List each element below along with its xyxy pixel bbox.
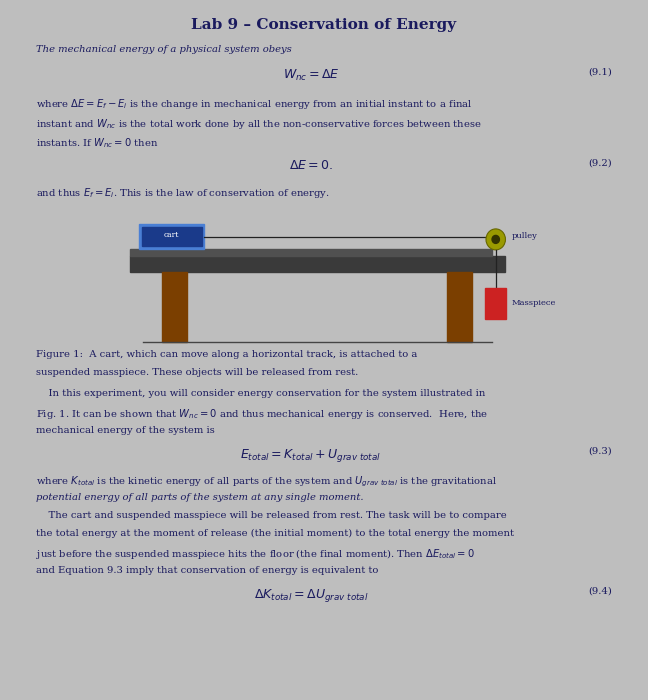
Text: In this experiment, you will consider energy conservation for the system illustr: In this experiment, you will consider en… (36, 389, 485, 398)
Text: (9.3): (9.3) (588, 447, 612, 456)
Circle shape (486, 229, 505, 250)
Text: Fig. 1. It can be shown that $W_{nc} = 0$ and thus mechanical energy is conserve: Fig. 1. It can be shown that $W_{nc} = 0… (36, 407, 488, 421)
Text: $E_{total} = K_{total} + U_{grav\ total}$: $E_{total} = K_{total} + U_{grav\ total}… (240, 447, 382, 463)
Text: Masspiece: Masspiece (511, 300, 555, 307)
Text: Figure 1:  A cart, which can move along a horizontal track, is attached to a: Figure 1: A cart, which can move along a… (36, 350, 417, 359)
Text: potential energy of all parts of the system at any single moment.: potential energy of all parts of the sys… (36, 493, 363, 502)
Bar (162, 272, 187, 342)
Text: cart: cart (164, 231, 179, 239)
Text: mechanical energy of the system is: mechanical energy of the system is (36, 426, 214, 435)
Text: (9.2): (9.2) (588, 159, 612, 168)
Bar (139, 224, 204, 249)
Text: $\Delta E = 0.$: $\Delta E = 0.$ (289, 159, 333, 172)
Text: just before the suspended masspiece hits the floor (the final moment). Then $\De: just before the suspended masspiece hits… (36, 547, 474, 561)
Text: Lab 9 – Conservation of Energy: Lab 9 – Conservation of Energy (191, 18, 457, 32)
Text: (9.4): (9.4) (588, 587, 612, 596)
Text: The cart and suspended masspiece will be released from rest. The task will be to: The cart and suspended masspiece will be… (36, 511, 506, 520)
Bar (142, 227, 202, 246)
Text: (9.1): (9.1) (588, 68, 612, 77)
Bar (485, 288, 506, 319)
Text: $W_{nc} = \Delta E$: $W_{nc} = \Delta E$ (283, 68, 340, 83)
Text: instants. If $W_{nc} = 0$ then: instants. If $W_{nc} = 0$ then (36, 136, 158, 150)
Text: where $\Delta E = E_f - E_i$ is the change in mechanical energy from an initial : where $\Delta E = E_f - E_i$ is the chan… (36, 97, 472, 111)
Text: The mechanical energy of a physical system obeys: The mechanical energy of a physical syst… (36, 46, 292, 55)
Text: and thus $E_f = E_i$. This is the law of conservation of energy.: and thus $E_f = E_i$. This is the law of… (36, 186, 329, 199)
Text: $\Delta K_{total} = \Delta U_{grav\ total}$: $\Delta K_{total} = \Delta U_{grav\ tota… (254, 587, 368, 603)
Bar (130, 256, 505, 272)
Text: where $K_{total}$ is the kinetic energy of all parts of the system and $U_{grav\: where $K_{total}$ is the kinetic energy … (36, 475, 496, 489)
Text: suspended masspiece. These objects will be released from rest.: suspended masspiece. These objects will … (36, 368, 358, 377)
Circle shape (492, 235, 500, 244)
Text: instant and $W_{nc}$ is the total work done by all the non-conservative forces b: instant and $W_{nc}$ is the total work d… (36, 117, 481, 131)
Bar (447, 272, 472, 342)
Text: and Equation 9.3 imply that conservation of energy is equivalent to: and Equation 9.3 imply that conservation… (36, 566, 378, 575)
Text: the total energy at the moment of release (the initial moment) to the total ener: the total energy at the moment of releas… (36, 529, 514, 538)
Bar (130, 249, 492, 256)
Text: pulley: pulley (512, 232, 538, 240)
